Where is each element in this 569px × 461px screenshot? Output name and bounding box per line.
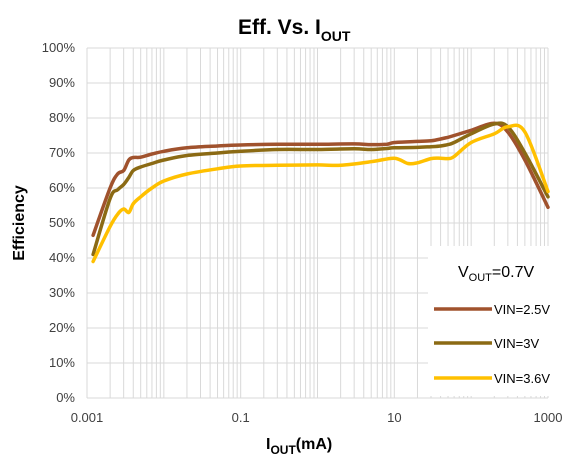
chart-title-sub: OUT: [321, 28, 351, 44]
y-tick-label: 20%: [49, 320, 75, 335]
y-tick-label: 0%: [56, 390, 75, 405]
x-tick-label: 10: [387, 410, 401, 425]
series-lines: [91, 121, 550, 264]
y-tick-label: 30%: [49, 285, 75, 300]
vout-annotation-main: V: [458, 264, 469, 281]
series-line-2: [91, 121, 550, 257]
series-line-3: [91, 123, 550, 264]
x-axis-title-main: I: [266, 436, 270, 453]
legend: VOUT=0.7V VIN=2.5V VIN=3V VIN=3.6V: [428, 246, 564, 396]
vout-annotation: VOUT=0.7V: [458, 264, 534, 284]
x-axis-title-suffix: (mA): [296, 436, 332, 453]
x-tick-label: 0.1: [232, 410, 250, 425]
x-axis-title-sub: OUT: [270, 443, 296, 457]
series-line-1: [91, 121, 550, 238]
chart-title: Eff. Vs. IOUT: [238, 16, 351, 44]
x-tick-label: 1000: [534, 410, 563, 425]
legend-box: [428, 246, 564, 396]
y-tick-label: 90%: [49, 75, 75, 90]
x-axis-title: IOUT(mA): [266, 436, 332, 457]
y-tick-label: 100%: [42, 40, 76, 55]
y-tick-label: 70%: [49, 145, 75, 160]
chart-title-main: Eff. Vs. I: [238, 16, 321, 39]
y-tick-label: 50%: [49, 215, 75, 230]
legend-label: VIN=2.5V: [494, 302, 550, 317]
y-tick-labels: 0% 10% 20% 30% 40% 50% 60% 70% 80% 90% 100%: [42, 40, 76, 405]
x-tick-label: 0.001: [71, 410, 104, 425]
vout-annotation-suffix: =0.7V: [492, 264, 535, 281]
y-tick-label: 60%: [49, 180, 75, 195]
y-tick-label: 80%: [49, 110, 75, 125]
x-tick-labels: 0.001 0.1 10 1000: [71, 410, 563, 425]
legend-label: VIN=3.6V: [494, 371, 550, 386]
y-tick-label: 10%: [49, 355, 75, 370]
y-tick-label: 40%: [49, 250, 75, 265]
legend-label: VIN=3V: [494, 336, 539, 351]
vout-annotation-sub: OUT: [469, 272, 493, 284]
y-axis-title: Efficiency: [11, 185, 28, 261]
